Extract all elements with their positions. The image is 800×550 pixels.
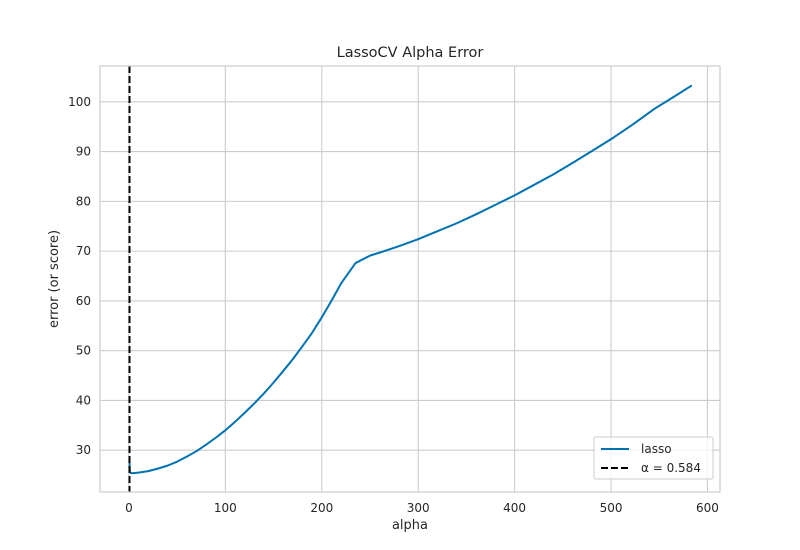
chart-title: LassoCV Alpha Error bbox=[337, 45, 484, 61]
x-tick-label: 500 bbox=[600, 501, 623, 515]
y-tick-label: 70 bbox=[76, 244, 91, 258]
y-tick-label: 30 bbox=[76, 443, 91, 457]
legend-label-alpha: α = 0.584 bbox=[641, 461, 701, 475]
y-tick-label: 40 bbox=[76, 393, 91, 407]
series-line-lasso bbox=[128, 84, 693, 475]
x-tick-label: 0 bbox=[125, 501, 133, 515]
legend: lasso α = 0.584 bbox=[593, 436, 714, 480]
tick-labels: 0 100 200 300 400 500 600 30 40 50 60 70 80 90 100 bbox=[68, 95, 719, 515]
y-tick-label: 50 bbox=[76, 344, 91, 358]
plot-frame bbox=[99, 65, 721, 493]
x-tick-label: 400 bbox=[503, 501, 526, 515]
y-tick-label: 100 bbox=[68, 95, 91, 109]
x-tick-label: 600 bbox=[696, 501, 719, 515]
x-axis-label: alpha bbox=[392, 518, 428, 533]
plot-area bbox=[128, 66, 693, 492]
legend-label-lasso: lasso bbox=[641, 442, 672, 456]
y-axis-label: error (or score) bbox=[47, 230, 62, 328]
y-tick-label: 60 bbox=[76, 294, 91, 308]
plot-border bbox=[99, 65, 721, 493]
y-tick-label: 80 bbox=[76, 194, 91, 208]
x-tick-label: 100 bbox=[214, 501, 237, 515]
y-tick-label: 90 bbox=[76, 145, 91, 159]
grid bbox=[100, 66, 720, 492]
x-tick-label: 300 bbox=[407, 501, 430, 515]
x-tick-label: 200 bbox=[310, 501, 333, 515]
